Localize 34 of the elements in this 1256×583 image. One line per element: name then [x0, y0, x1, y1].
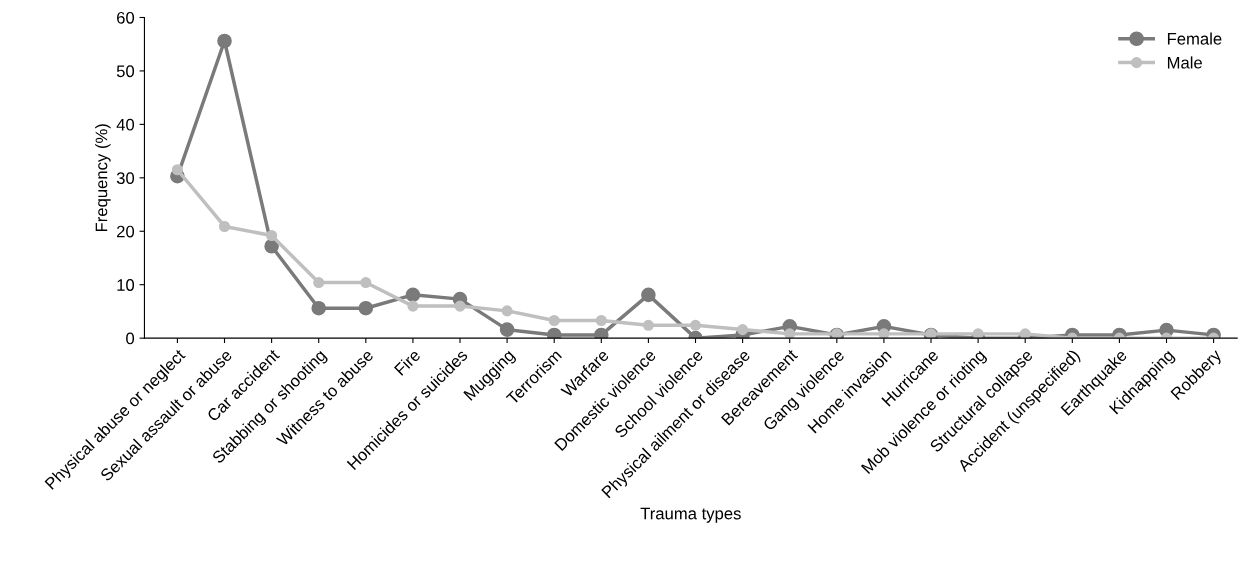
y-axis-title: Frequency (%) — [95, 124, 111, 232]
point — [358, 300, 374, 316]
y-tick-label: 0 — [126, 332, 135, 345]
y-tick-label: 10 — [117, 279, 135, 291]
point — [546, 327, 562, 339]
point — [311, 300, 327, 316]
point — [454, 300, 466, 312]
legend-label: Male — [1167, 56, 1202, 69]
point — [784, 328, 796, 339]
point — [501, 305, 513, 317]
y-tick-label: 40 — [116, 118, 135, 131]
point — [595, 314, 607, 327]
legend-label: Female — [1167, 32, 1222, 45]
y-tick-label: 20 — [117, 225, 135, 238]
point — [360, 277, 372, 289]
point — [641, 287, 656, 303]
point — [218, 220, 231, 233]
point — [548, 314, 560, 327]
point — [405, 287, 421, 303]
y-tick-label: 60 — [117, 11, 135, 24]
x-axis-title: Trauma types — [640, 507, 741, 523]
point — [642, 319, 654, 331]
point — [407, 300, 419, 312]
point — [217, 33, 232, 49]
point — [689, 319, 702, 331]
x-tick-label: Fire — [393, 348, 422, 376]
point — [171, 164, 183, 176]
point — [594, 327, 609, 339]
point — [499, 322, 515, 337]
point — [878, 328, 890, 339]
point — [266, 229, 278, 242]
y-tick-label: 30 — [116, 172, 135, 185]
point — [313, 277, 325, 289]
y-tick-label: 50 — [116, 65, 135, 78]
